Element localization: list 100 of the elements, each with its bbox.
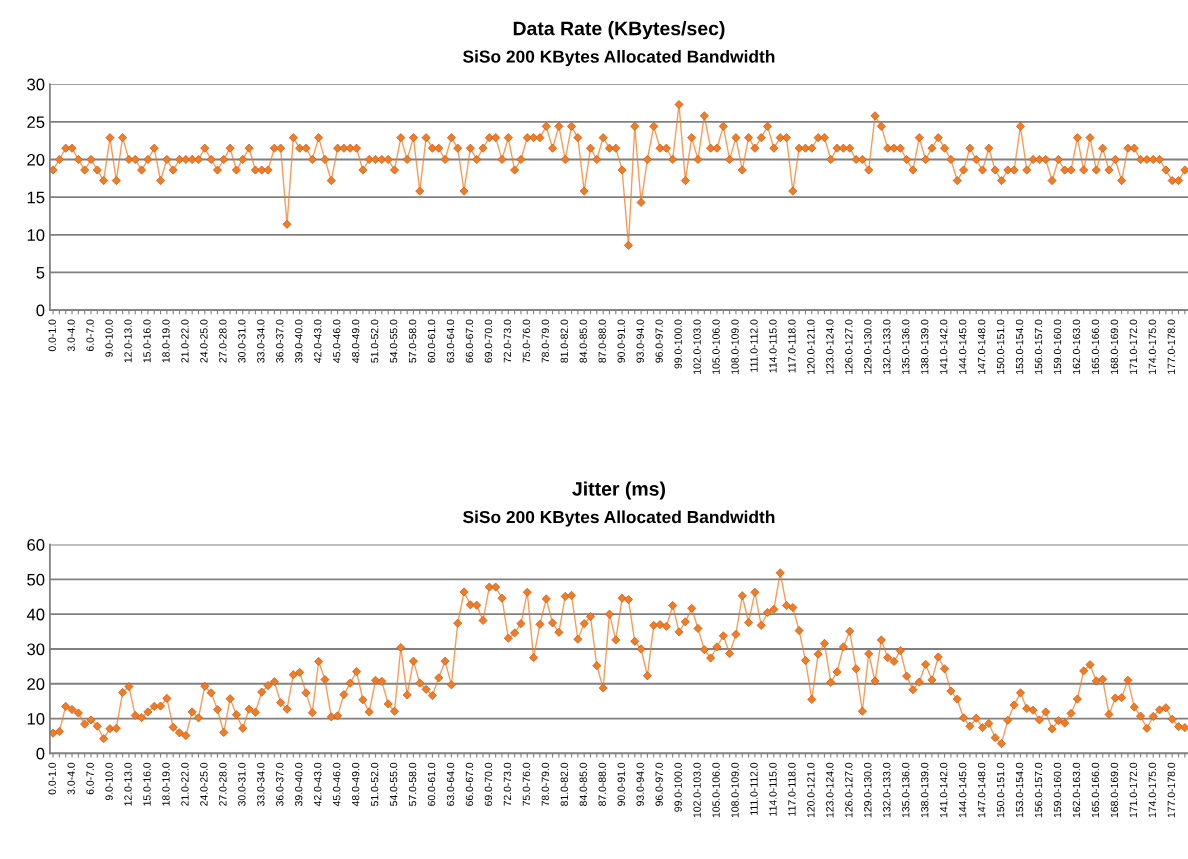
y-tick-label: 25 [27, 116, 45, 129]
x-tick-label: 135.0-136.0 [902, 319, 910, 374]
x-tick-label: 162.0-163.0 [1072, 319, 1081, 374]
x-tick-label: 60.0-61.0 [427, 762, 436, 806]
y-tick-label: 10 [27, 229, 45, 241]
chart-title: Jitter (ms) [572, 481, 665, 500]
x-tick-label: 12.0-13.0 [124, 319, 132, 363]
x-tick-label: 78.0-79.0 [541, 762, 550, 806]
x-tick-label: 84.0-85.0 [579, 319, 587, 363]
x-tick-label: 171.0-172.0 [1129, 762, 1138, 818]
x-tick-label: 168.0-169.0 [1110, 762, 1119, 818]
x-tick-label: 165.0-166.0 [1091, 319, 1100, 374]
x-tick-label: 45.0-46.0 [333, 762, 341, 807]
x-tick-label: 21.0-22.0 [181, 762, 189, 806]
x-tick-label: 129.0-130.0 [864, 762, 872, 818]
x-tick-label: 120.0-121.0 [807, 319, 815, 374]
y-tick-label: 50 [27, 573, 45, 586]
x-tick-label: 150.0-151.0 [996, 762, 1005, 818]
x-tick-label: 69.0-70.0 [484, 319, 493, 363]
x-tick-label: 72.0-73.0 [503, 319, 512, 363]
x-tick-label: 117.0-118.0 [788, 762, 796, 816]
x-tick-label: 147.0-148.0 [977, 319, 986, 374]
x-tick-label: 150.0-151.0 [996, 319, 1005, 374]
x-tick-label: 132.0-133.0 [883, 762, 891, 818]
x-tick-label: 0.0-1.0 [48, 319, 56, 352]
x-tick-label: 9.0-10.0 [105, 319, 113, 357]
x-tick-label: 39.0-40.0 [295, 319, 303, 363]
x-tick-label: 162.0-163.0 [1072, 762, 1081, 818]
x-tick-label: 135.0-136.0 [902, 762, 910, 818]
x-tick-label: 24.0-25.0 [200, 319, 208, 363]
x-tick-label: 132.0-133.0 [883, 319, 891, 374]
x-tick-label: 27.0-28.0 [219, 762, 227, 806]
x-tick-label: 90.0-91.0 [617, 762, 625, 806]
x-tick-label: 6.0-7.0 [86, 319, 94, 352]
x-tick-label: 126.0-127.0 [845, 319, 853, 374]
y-tick-label: 30 [27, 78, 45, 91]
x-tick-label: 123.0-124.0 [826, 319, 834, 374]
x-tick-label: 105.0-106.0 [712, 319, 720, 374]
x-tick-label: 48.0-49.0 [351, 319, 360, 363]
x-tick-label: 156.0-157.0 [1034, 762, 1043, 818]
x-tick-label: 81.0-82.0 [560, 319, 568, 363]
y-tick-label: 0 [36, 747, 45, 760]
y-tick-label: 10 [27, 712, 45, 725]
x-tick-label: 81.0-82.0 [560, 762, 568, 806]
chart-subtitle: SiSo 200 KBytes Allocated Bandwidth [463, 510, 775, 527]
x-tick-label: 108.0-109.0 [731, 762, 739, 818]
x-tick-label: 147.0-148.0 [977, 762, 986, 818]
x-tick-label: 141.0-142.0 [939, 319, 948, 374]
x-tick-label: 18.0-19.0 [162, 762, 170, 806]
x-tick-label: 6.0-7.0 [86, 762, 94, 795]
x-tick-label: 36.0-37.0 [276, 319, 284, 363]
x-tick-label: 168.0-169.0 [1110, 319, 1119, 374]
x-tick-label: 42.0-43.0 [314, 319, 322, 363]
x-tick-label: 159.0-160.0 [1053, 319, 1062, 374]
x-tick-label: 138.0-139.0 [921, 319, 929, 374]
x-tick-label: 111.0-112.0 [750, 762, 758, 815]
x-tick-label: 108.0-109.0 [731, 319, 739, 374]
x-tick-label: 78.0-79.0 [541, 319, 550, 363]
x-tick-label: 60.0-61.0 [427, 319, 436, 363]
x-tick-label: 54.0-55.0 [389, 319, 398, 363]
x-tick-label: 177.0-178.0 [1167, 762, 1175, 818]
x-tick-label: 156.0-157.0 [1034, 319, 1043, 374]
x-tick-label: 96.0-97.0 [655, 762, 663, 806]
y-tick-label: 20 [27, 153, 45, 166]
x-tick-label: 174.0-175.0 [1148, 319, 1157, 374]
x-tick-label: 30.0-31.0 [238, 319, 246, 363]
x-tick-label: 138.0-139.0 [921, 762, 929, 818]
x-tick-label: 48.0-49.0 [351, 762, 360, 807]
x-tick-label: 57.0-58.0 [408, 762, 417, 806]
x-tick-label: 123.0-124.0 [826, 762, 834, 818]
x-tick-label: 129.0-130.0 [864, 319, 872, 374]
x-tick-label: 102.0-103.0 [693, 319, 701, 374]
y-tick-label: 30 [27, 643, 45, 656]
x-tick-label: 117.0-118.0 [788, 319, 796, 373]
x-tick-label: 90.0-91.0 [617, 319, 625, 363]
x-tick-label: 93.0-94.0 [636, 762, 644, 806]
x-tick-label: 174.0-175.0 [1148, 762, 1157, 818]
x-tick-label: 87.0-88.0 [598, 762, 606, 806]
x-tick-label: 0.0-1.0 [48, 762, 56, 795]
x-tick-label: 24.0-25.0 [200, 762, 208, 806]
x-tick-label: 114.0-115.0 [769, 319, 777, 373]
x-tick-label: 69.0-70.0 [484, 762, 493, 806]
x-tick-label: 45.0-46.0 [333, 319, 341, 363]
x-tick-label: 72.0-73.0 [503, 762, 512, 806]
chart-subtitle: SiSo 200 KBytes Allocated Bandwidth [463, 50, 775, 67]
y-tick-label: 5 [36, 267, 45, 279]
x-tick-label: 27.0-28.0 [219, 319, 227, 363]
x-tick-label: 141.0-142.0 [939, 762, 948, 818]
x-tick-label: 15.0-16.0 [143, 319, 151, 363]
x-tick-label: 39.0-40.0 [295, 762, 303, 806]
x-tick-label: 114.0-115.0 [769, 762, 777, 816]
x-tick-label: 66.0-67.0 [465, 762, 474, 806]
x-tick-label: 33.0-34.0 [257, 762, 265, 806]
x-tick-label: 18.0-19.0 [162, 319, 170, 363]
x-tick-label: 66.0-67.0 [465, 319, 474, 363]
x-tick-label: 33.0-34.0 [257, 319, 265, 363]
x-tick-label: 153.0-154.0 [1015, 319, 1024, 374]
x-tick-label: 102.0-103.0 [693, 762, 701, 818]
y-tick-label: 40 [26, 608, 45, 621]
chart-title: Data Rate (KBytes/sec) [513, 21, 725, 40]
